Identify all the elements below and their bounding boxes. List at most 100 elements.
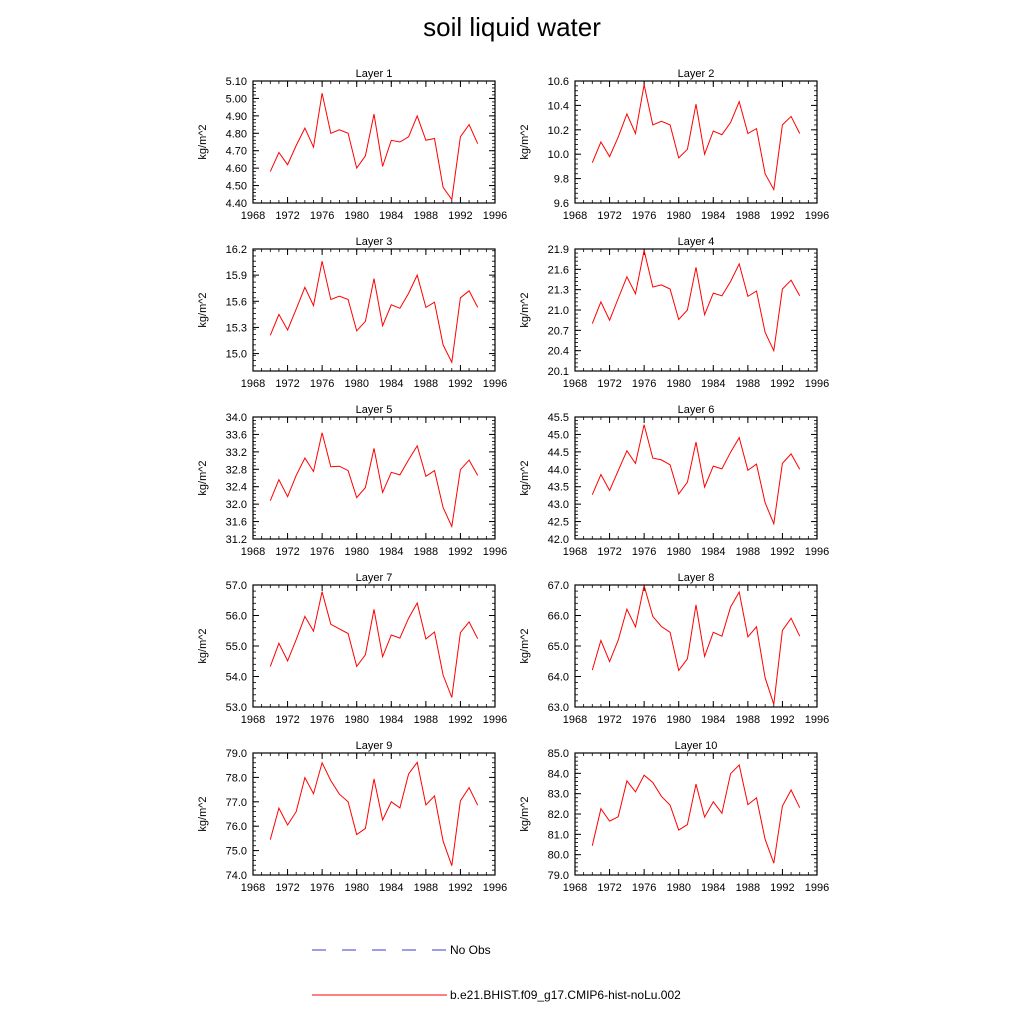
series-line: [591, 585, 801, 705]
x-tick-label: 1992: [770, 714, 794, 726]
x-tick-label: 1996: [805, 378, 829, 390]
x-tick-label: 1996: [483, 882, 507, 894]
panel-title: Layer 2: [678, 68, 715, 80]
series-line: [591, 84, 801, 192]
x-tick-label: 1980: [666, 378, 690, 390]
x-tick-label: 1980: [666, 714, 690, 726]
x-tick-label: 1992: [448, 210, 472, 222]
x-tick-label: 1972: [275, 546, 299, 558]
x-tick-label: 1992: [770, 882, 794, 894]
y-tick-label: 54.0: [226, 672, 247, 684]
x-tick-label: 1996: [483, 210, 507, 222]
y-tick-label: 4.50: [226, 181, 247, 193]
y-tick-label: 74.0: [226, 870, 247, 882]
x-tick-label: 1972: [275, 714, 299, 726]
y-tick-label: 33.6: [226, 429, 247, 441]
x-tick-label: 1988: [736, 882, 760, 894]
y-axis-label: kg/m^2: [519, 124, 531, 159]
x-tick-label: 1976: [310, 378, 334, 390]
y-tick-label: 5.10: [226, 76, 247, 88]
plot-frame: [574, 248, 818, 372]
x-tick-label: 1984: [701, 882, 725, 894]
legend-label-model: b.e21.BHIST.f09_g17.CMIP6-hist-noLu.002: [450, 988, 681, 1002]
x-tick-label: 1968: [241, 210, 265, 222]
x-tick-label: 1976: [632, 714, 656, 726]
y-tick-label: 10.4: [548, 100, 569, 112]
y-tick-label: 21.3: [548, 285, 569, 297]
x-tick-label: 1984: [701, 210, 725, 222]
x-tick-label: 1980: [666, 882, 690, 894]
plot-frame: [574, 752, 818, 876]
y-axis-label: kg/m^2: [197, 124, 209, 159]
panel-layer-2: Layer 2 kg/m^2 1968 1972 1976 1980 1984 1988 199…: [519, 68, 829, 222]
x-tick-label: 1972: [597, 378, 621, 390]
x-tick-label: 1984: [379, 882, 403, 894]
y-tick-label: 16.2: [226, 244, 247, 256]
x-tick-label: 1992: [448, 546, 472, 558]
x-tick-label: 1976: [632, 210, 656, 222]
x-tick-label: 1996: [805, 882, 829, 894]
y-tick-label: 79.0: [548, 870, 569, 882]
plot-frame: [252, 416, 496, 540]
y-tick-label: 9.8: [554, 174, 569, 186]
y-tick-label: 55.0: [226, 641, 247, 653]
panel-title: Layer 10: [675, 740, 718, 752]
panel-title: Layer 5: [356, 404, 393, 416]
chart-title: soil liquid water: [423, 12, 601, 42]
y-tick-label: 80.0: [548, 850, 569, 862]
y-tick-label: 64.0: [548, 672, 569, 684]
series-line: [591, 763, 801, 864]
x-tick-label: 1968: [563, 882, 587, 894]
x-tick-label: 1984: [701, 546, 725, 558]
x-tick-label: 1968: [241, 546, 265, 558]
panel-layer-4: Layer 4 kg/m^2 1968 1972 1976 1980 1984 1988 199…: [519, 236, 829, 390]
x-tick-label: 1992: [448, 882, 472, 894]
x-tick-label: 1988: [414, 378, 438, 390]
x-tick-label: 1988: [736, 378, 760, 390]
panel-title: Layer 8: [678, 572, 715, 584]
y-tick-label: 4.70: [226, 146, 247, 158]
y-tick-label: 15.9: [226, 270, 247, 282]
y-tick-label: 21.6: [548, 264, 569, 276]
y-tick-label: 78.0: [226, 772, 247, 784]
plot-frame: [574, 416, 818, 540]
y-tick-label: 66.0: [548, 611, 569, 623]
y-tick-label: 9.6: [554, 198, 569, 210]
x-tick-label: 1980: [344, 210, 368, 222]
y-tick-label: 81.0: [548, 829, 569, 841]
x-tick-label: 1988: [736, 714, 760, 726]
x-tick-label: 1992: [770, 378, 794, 390]
y-tick-label: 44.5: [548, 447, 569, 459]
x-tick-label: 1972: [597, 546, 621, 558]
y-tick-label: 85.0: [548, 748, 569, 760]
x-tick-label: 1996: [805, 714, 829, 726]
panel-title: Layer 6: [678, 404, 715, 416]
y-axis-label: kg/m^2: [519, 460, 531, 495]
x-tick-label: 1992: [448, 378, 472, 390]
y-tick-label: 45.5: [548, 412, 569, 424]
panel-layer-1: Layer 1 kg/m^2 1968 1972 1976 1980 1984 1988 199…: [197, 68, 507, 222]
y-tick-label: 53.0: [226, 702, 247, 714]
panel-layer-7: Layer 7 kg/m^2 1968 1972 1976 1980 1984 1988 199…: [197, 572, 507, 726]
plot-frame: [252, 752, 496, 876]
panel-layer-10: Layer 10 kg/m^2 1968 1972 1976 1980 1984 1988 19…: [519, 740, 829, 894]
x-tick-label: 1992: [770, 210, 794, 222]
y-tick-label: 31.2: [226, 534, 247, 546]
x-tick-label: 1976: [310, 714, 334, 726]
x-tick-label: 1976: [632, 882, 656, 894]
y-axis-label: kg/m^2: [197, 628, 209, 663]
x-tick-label: 1992: [448, 714, 472, 726]
y-tick-label: 15.0: [226, 349, 247, 361]
y-tick-label: 63.0: [548, 702, 569, 714]
x-tick-label: 1980: [666, 546, 690, 558]
x-tick-label: 1980: [344, 714, 368, 726]
panel-title: Layer 4: [678, 236, 715, 248]
legend-label-no-obs: No Obs: [450, 943, 491, 957]
x-tick-label: 1972: [597, 210, 621, 222]
x-tick-label: 1972: [275, 378, 299, 390]
x-tick-label: 1976: [310, 882, 334, 894]
y-tick-label: 32.8: [226, 464, 247, 476]
series-line: [269, 432, 479, 529]
y-tick-label: 10.6: [548, 76, 569, 88]
panel-layer-9: Layer 9 kg/m^2 1968 1972 1976 1980 1984 1988 199…: [197, 740, 507, 894]
